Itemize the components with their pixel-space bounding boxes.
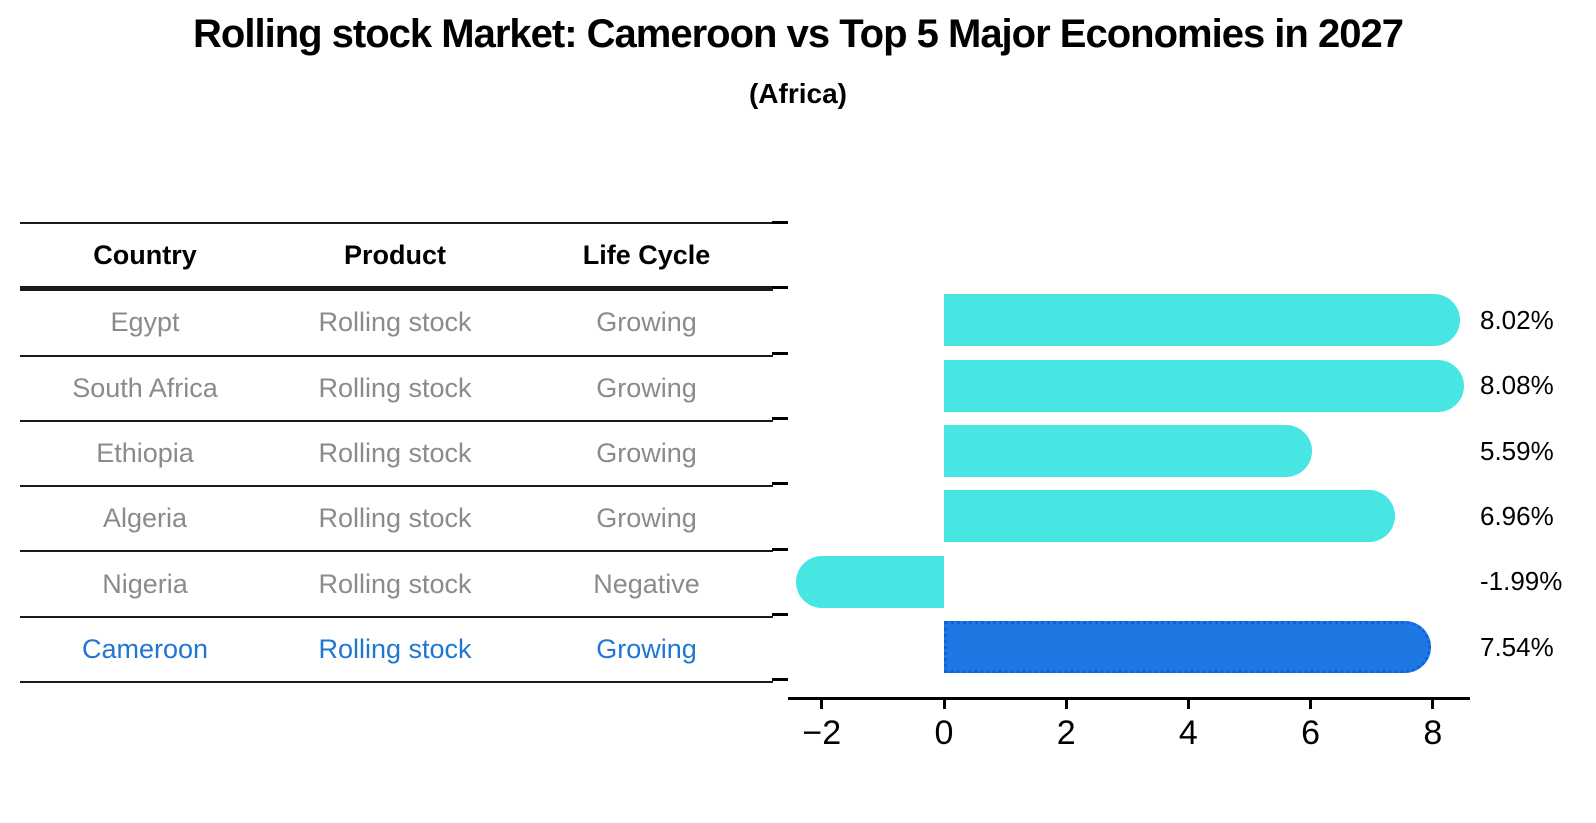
table-cell-product: Rolling stock (318, 438, 472, 469)
bar-south-africa (944, 359, 1464, 412)
y-axis-tick (772, 286, 788, 290)
x-axis-tick-label: 4 (1178, 714, 1198, 752)
table-cell-life_cycle: Growing (596, 307, 697, 338)
value-label: 8.02% (1480, 304, 1554, 335)
table-header-country: Country (93, 239, 197, 270)
value-label: 5.59% (1480, 435, 1554, 466)
x-axis-tick (1431, 697, 1435, 709)
table-row: Egypt Rolling stock Growing (20, 289, 773, 354)
x-axis-tick-label: 6 (1301, 714, 1321, 752)
table-row: Cameroon Rolling stock Growing (20, 615, 773, 684)
table-cell-country: Ethiopia (96, 438, 194, 469)
value-label: 6.96% (1480, 500, 1554, 531)
bar-cameroon (944, 620, 1431, 673)
x-axis-tick-label: 0 (934, 714, 954, 752)
y-axis-tick (772, 416, 788, 420)
value-label: 8.08% (1480, 370, 1554, 401)
table-cell-life_cycle: Growing (596, 372, 697, 403)
page-subtitle: (Africa) (748, 78, 847, 109)
page-title: Rolling stock Market: Cameroon vs Top 5 … (193, 12, 1404, 56)
table-cell-product: Rolling stock (318, 307, 472, 338)
x-axis-tick (820, 697, 824, 709)
y-axis-tick (772, 612, 788, 616)
y-axis-tick (772, 678, 788, 682)
table-cell-country: Nigeria (102, 568, 188, 599)
x-axis-tick (1186, 697, 1190, 709)
table-cell-life_cycle: Growing (596, 633, 697, 664)
table-cell-country: Algeria (102, 503, 188, 534)
bar-nigeria (796, 555, 944, 608)
table-row: Ethiopia Rolling stock Growing (20, 419, 773, 485)
value-label: -1.99% (1480, 566, 1563, 597)
bar-algeria (944, 490, 1396, 543)
table-row: Algeria Rolling stock Growing (20, 485, 773, 550)
table-header-life_cycle: Life Cycle (582, 239, 711, 270)
x-axis-tick (1064, 697, 1068, 709)
x-axis-tick-label: 2 (1056, 714, 1076, 752)
y-axis-tick (772, 221, 788, 224)
table-row: South Africa Rolling stock Growing (20, 354, 773, 420)
table-cell-country: Cameroon (81, 633, 209, 664)
comparison-table: Country Product Life Cycle Egypt Rolling sto… (20, 222, 773, 684)
table-cell-product: Rolling stock (318, 372, 472, 403)
bar-ethiopia (944, 424, 1312, 477)
x-axis-tick-label: −2 (802, 714, 842, 752)
table-row: Nigeria Rolling stock Negative (20, 550, 773, 615)
table-cell-life_cycle: Growing (596, 438, 697, 469)
table-cell-country: South Africa (72, 372, 218, 403)
y-axis-tick (772, 351, 788, 355)
value-label: 7.54% (1480, 631, 1554, 662)
table-cell-product: Rolling stock (318, 568, 472, 599)
table-cell-life_cycle: Growing (596, 503, 697, 534)
table-header-product: Product (343, 239, 446, 270)
table-header-row: Country Product Life Cycle (20, 222, 773, 290)
table-cell-life_cycle: Negative (593, 568, 700, 599)
bar-plot: −2 0 2 4 6 8 (772, 221, 1470, 752)
x-axis-tick (1309, 697, 1313, 709)
table-cell-product: Rolling stock (318, 633, 472, 664)
bar-egypt (944, 294, 1461, 347)
y-axis-tick (772, 482, 788, 486)
table-cell-country: Egypt (110, 307, 180, 338)
x-axis-tick (942, 697, 946, 709)
table-cell-product: Rolling stock (318, 503, 472, 534)
x-axis-tick-label: 8 (1423, 714, 1443, 752)
y-axis-tick (772, 547, 788, 551)
